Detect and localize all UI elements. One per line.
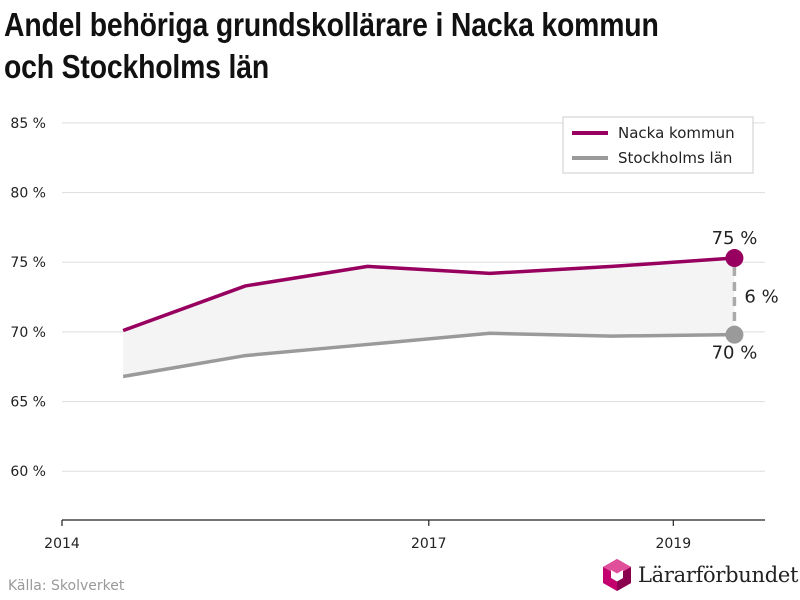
x-tick-label: 2014 — [44, 536, 80, 552]
logo-text: Lärarförbundet — [638, 563, 799, 587]
chart-title: Andel behöriga grundskollärare i Nacka k… — [4, 6, 659, 85]
y-tick-label: 60 % — [10, 464, 46, 480]
y-tick-label: 70 % — [10, 325, 46, 341]
series-line-stockholm — [122, 331, 735, 379]
x-axis: 2014 2017 2019 — [44, 519, 765, 552]
legend: Nacka kommun Stockholms län — [562, 116, 754, 174]
y-tick-label: 80 % — [10, 186, 46, 202]
x-tick-label: 2017 — [411, 536, 447, 552]
end-annotations: 75 % 70 % 6 % — [712, 228, 779, 364]
legend-entry: Stockholms län — [618, 149, 732, 167]
y-tick-label: 65 % — [10, 395, 46, 411]
difference-band — [123, 258, 735, 377]
stockholm-end-point — [725, 325, 744, 344]
difference-label: 6 % — [744, 286, 778, 307]
x-tick-label: 2019 — [655, 536, 691, 552]
series-lines — [122, 256, 735, 379]
y-axis-ticks: 60 % 65 % 70 % 75 % 80 % 85 % — [10, 116, 46, 480]
nacka-end-label: 75 % — [712, 228, 758, 249]
stockholm-end-label: 70 % — [712, 343, 758, 364]
source-note: Källa: Skolverket — [8, 578, 125, 594]
legend-entry: Nacka kommun — [618, 124, 735, 142]
publisher-logo: Lärarförbundet — [602, 557, 798, 593]
legend-box — [562, 116, 754, 174]
y-tick-label: 85 % — [10, 116, 46, 132]
nacka-end-point — [725, 249, 744, 268]
series-line-nacka — [122, 256, 735, 333]
hexagon-logo-icon — [603, 559, 631, 591]
y-tick-label: 75 % — [10, 255, 46, 271]
